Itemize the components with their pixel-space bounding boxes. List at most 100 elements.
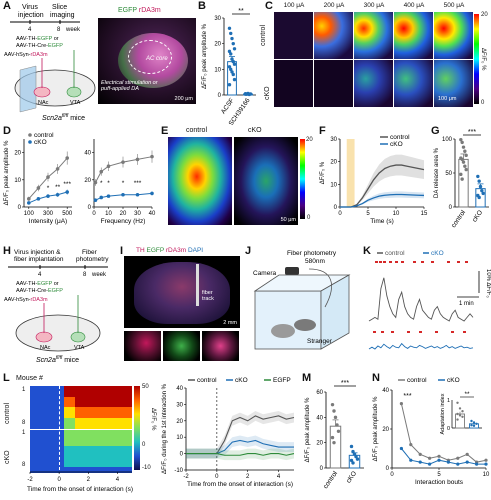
heatmap-cell	[52, 456, 59, 462]
panel-label-b: B	[198, 0, 206, 12]
inset-data-point	[461, 415, 464, 418]
h-mouse-brain-shape	[15, 314, 101, 352]
interaction-tick	[463, 331, 466, 333]
heatmap-cell	[98, 407, 105, 413]
inset-y-tick-label: 0	[447, 426, 450, 432]
x-tick-label: -2	[183, 474, 189, 480]
y-axis-label: ΔF/F₀ peak amplitude %	[373, 396, 379, 462]
legend-label: cKO	[431, 250, 444, 257]
heatmap-cell	[98, 396, 105, 403]
heatmap-cell	[86, 461, 93, 468]
data-point	[333, 415, 338, 420]
interaction-tick	[431, 261, 434, 263]
heatmap-cell	[98, 430, 105, 436]
heatmap-cell	[47, 407, 54, 413]
data-point	[36, 186, 41, 190]
heatmap-cell	[103, 412, 110, 418]
heatmap-cell	[35, 456, 42, 462]
heatmap-cell	[126, 456, 133, 462]
interaction-tick	[435, 331, 438, 333]
data-point	[332, 440, 336, 445]
y-axis-label: ΔF/F₀ %	[320, 161, 326, 184]
inset-data-point	[456, 418, 459, 421]
heatmap-cell	[30, 407, 37, 413]
a-step2-line1: Slice	[52, 4, 67, 11]
y-tick-label: 40	[316, 415, 323, 421]
panel-label-f: F	[319, 125, 326, 137]
data-point	[150, 191, 154, 196]
heatmap-cell	[52, 440, 59, 447]
significance-label: *	[47, 185, 50, 192]
heatmap-cell	[92, 445, 99, 452]
heatmap-cell	[30, 435, 37, 441]
i-dapi: DAPI	[187, 247, 204, 254]
x-tick-label: 10	[393, 211, 400, 217]
heatmap-cell	[103, 466, 110, 473]
c-control-frame	[394, 12, 433, 59]
data-point	[456, 462, 460, 466]
heatmap-cell	[41, 456, 48, 462]
heatmap-cell	[92, 396, 99, 403]
heatmap-cell	[103, 396, 110, 403]
heatmap-cell	[98, 422, 105, 429]
heatmap-cell	[86, 430, 93, 436]
heatmap-cell	[126, 445, 133, 452]
chart-k: control cKO 10% ΔF/F₀ 1 min	[368, 250, 491, 350]
interaction-tick	[395, 261, 398, 263]
series-line-cko	[368, 342, 474, 350]
heatmap-cell	[103, 451, 110, 457]
heatmap-cell	[41, 461, 48, 468]
x-tick-label: 30	[134, 211, 141, 217]
c-control-frame	[274, 12, 313, 59]
heatmap-cell	[115, 451, 122, 457]
data-point	[418, 452, 422, 456]
heatmap-cell	[64, 451, 71, 457]
inset-data-point	[461, 410, 464, 413]
legend-marker	[28, 133, 32, 137]
heatmap-cell	[86, 440, 93, 447]
heatmap-cell	[64, 401, 71, 408]
heatmap-cell	[81, 430, 88, 436]
heatmap-cell	[120, 451, 127, 457]
y-tick-label: 30	[330, 137, 337, 143]
data-point	[399, 402, 403, 406]
x-axis-label: Time from the onset of interaction (s)	[187, 481, 293, 488]
heatmap-cell	[35, 451, 42, 457]
heatmap-cell	[92, 412, 99, 418]
j-camera: Camera	[253, 270, 277, 277]
heatmap-cell	[47, 461, 54, 468]
data-point	[351, 449, 355, 454]
x-tick-label: 2	[246, 474, 250, 480]
legend-label: control	[34, 132, 54, 139]
heatmap-cell	[115, 391, 122, 397]
legend-label: cKO	[390, 141, 403, 148]
panel-l: L Mouse # control cKO 1 8 1 8 50 0 -10 Δ…	[0, 372, 300, 500]
inset-data-point	[456, 412, 459, 416]
panel-label-e: E	[161, 125, 169, 137]
heatmap-cell	[115, 456, 122, 462]
data-point	[46, 194, 50, 198]
heatmap-cell	[86, 451, 93, 457]
heatmap-cell	[41, 417, 48, 424]
heatmap-cell	[81, 396, 88, 403]
panel-f: F 0 10 20 30 0 5 10 15 ΔF/F₀ % Time (s) control cKO	[316, 125, 431, 235]
a-t0: 4	[28, 27, 32, 33]
l-heat-axis: -2 0 2 4 Time from the onset of interaction …	[27, 471, 133, 493]
heatmap-cell	[126, 461, 133, 468]
interaction-tick	[465, 261, 468, 263]
legend-label: cKO	[235, 377, 248, 384]
data-point	[464, 167, 468, 172]
x-axis-label: Interaction bouts	[415, 479, 464, 486]
heatmap-cell	[81, 422, 88, 429]
y-tick-label: 0	[334, 205, 338, 211]
x-tick-label: 20	[120, 211, 127, 217]
panel-label-i: I	[120, 245, 124, 257]
panel-h-diagram: Virus injection & fiber implantation Fib…	[4, 249, 109, 364]
heatmap-cell	[126, 386, 133, 392]
heatmap-cell	[47, 466, 54, 473]
heatmap-cell	[81, 401, 88, 408]
h-mice: Scn2afl/fl mice	[36, 355, 79, 364]
data-point	[106, 164, 111, 168]
panel-n: N 0 20 40 0 5 10 ΔF/F₀ peak amplitude % Interac…	[370, 372, 491, 500]
